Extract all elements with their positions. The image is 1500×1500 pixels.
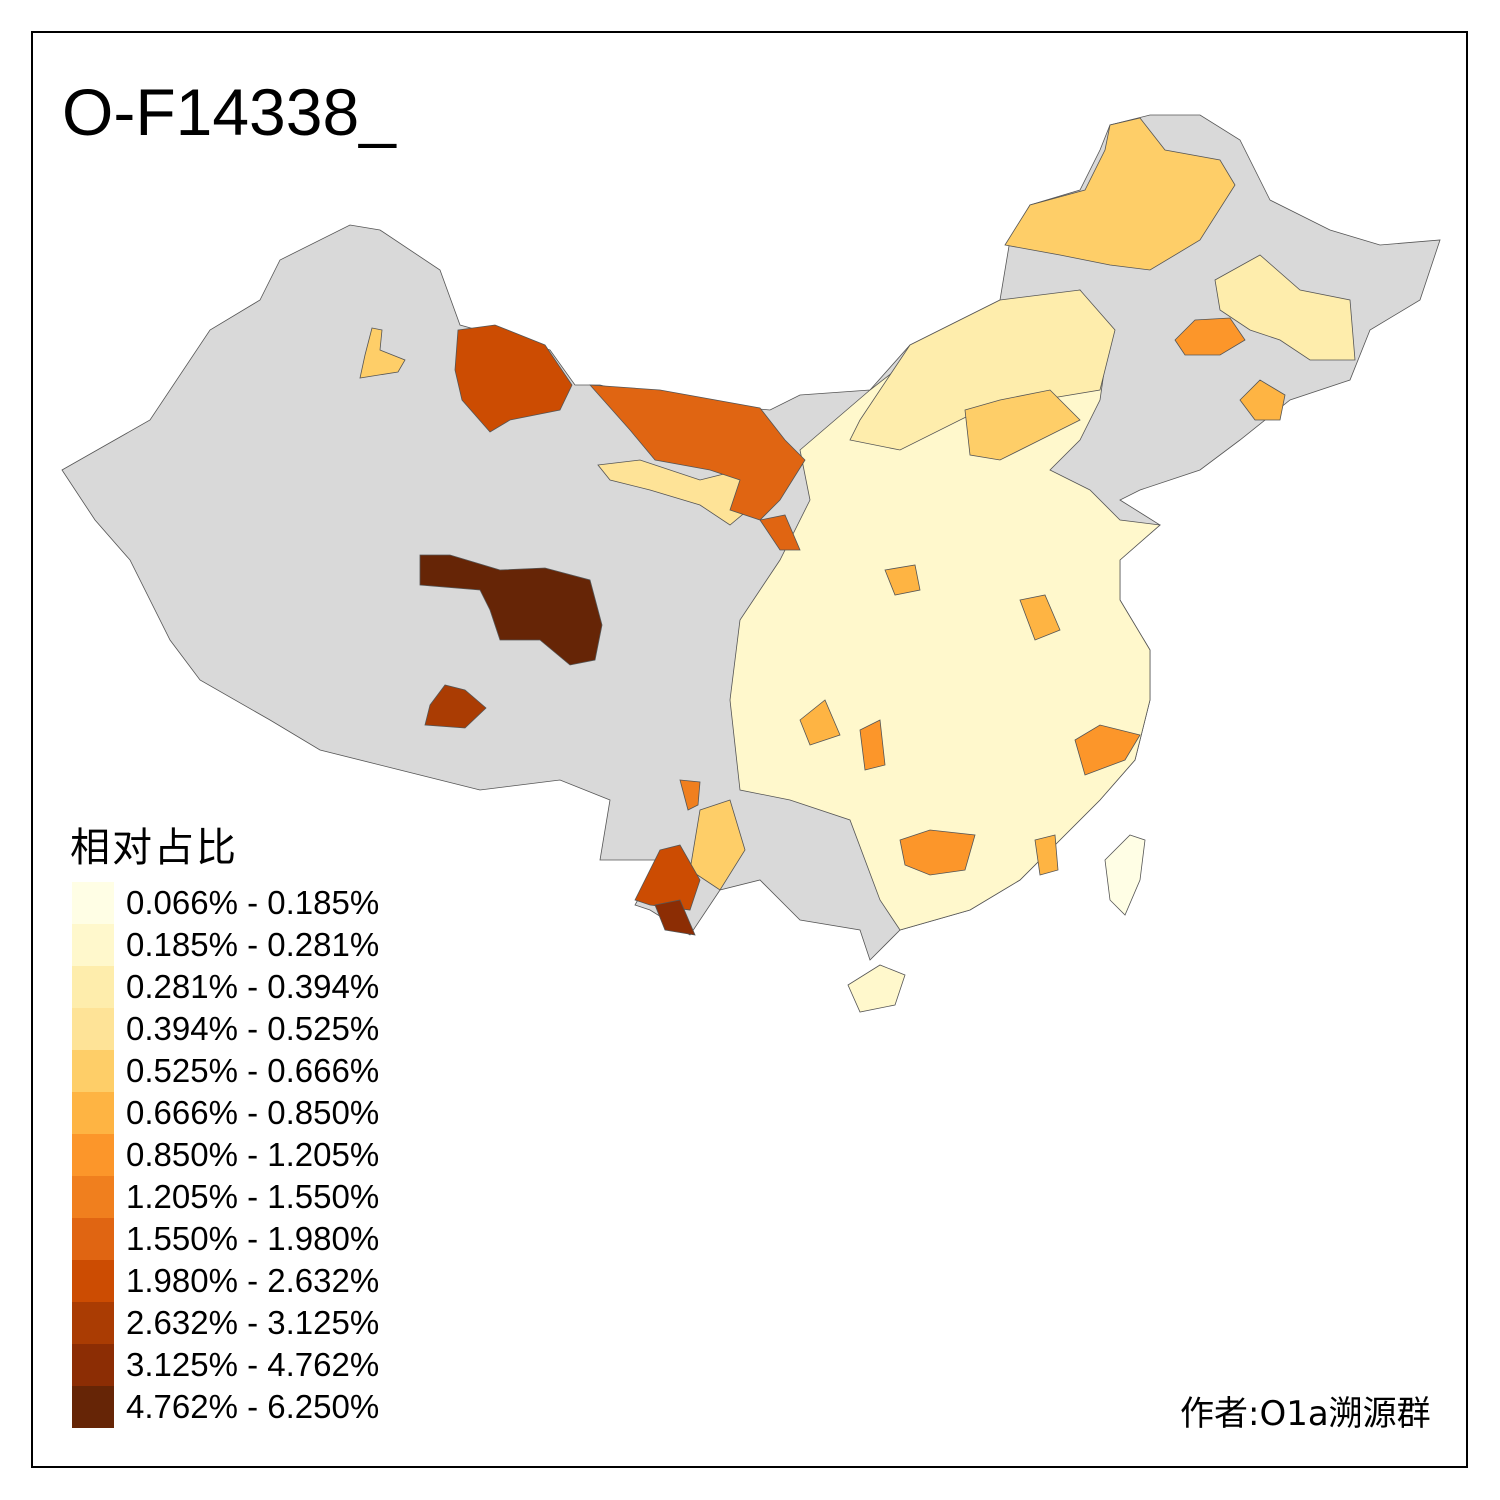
legend-swatch — [72, 1260, 114, 1302]
region-guizhou — [799, 699, 841, 746]
legend-item: 1.205% - 1.550% — [72, 1176, 379, 1218]
region-zhejiang — [1074, 724, 1141, 776]
legend-label: 1.980% - 2.632% — [126, 1262, 380, 1299]
region-xinjiang-mid — [359, 327, 406, 379]
legend-item: 4.762% - 6.250% — [72, 1386, 379, 1428]
legend-item: 0.850% - 1.205% — [72, 1134, 379, 1176]
region-yunnan-orange — [634, 844, 701, 911]
region-fujian — [1034, 834, 1059, 876]
legend-label: 0.281% - 0.394% — [126, 968, 380, 1005]
legend-label: 2.632% - 3.125% — [126, 1304, 380, 1341]
plot-border — [31, 31, 1468, 1468]
legend-item: 1.550% - 1.980% — [72, 1218, 379, 1260]
legend-title: 相对占比 — [70, 825, 238, 871]
legend: 0.066% - 0.185% 0.185% - 0.281% 0.281% - 0… — [72, 882, 379, 1428]
region-yunnan-south — [689, 799, 746, 891]
legend-swatch — [72, 1344, 114, 1386]
legend-item: 0.066% - 0.185% — [72, 882, 379, 924]
region-sichuan-orange — [679, 779, 701, 811]
region-xishuangbanna — [654, 899, 696, 936]
legend-label: 0.066% - 0.185% — [126, 884, 380, 921]
legend-swatch — [72, 1134, 114, 1176]
legend-item: 2.632% - 3.125% — [72, 1302, 379, 1344]
region-hebei — [964, 389, 1081, 461]
legend-item: 1.980% - 2.632% — [72, 1260, 379, 1302]
legend-swatch — [72, 1302, 114, 1344]
region-hainan — [847, 964, 906, 1013]
region-taiwan — [1104, 834, 1146, 916]
legend-item: 0.394% - 0.525% — [72, 1008, 379, 1050]
region-altay — [454, 324, 573, 433]
region-guangdong — [899, 829, 976, 876]
region-jilin-orange — [1174, 317, 1246, 356]
region-inner-mongolia — [849, 289, 1116, 451]
legend-swatch — [72, 966, 114, 1008]
region-outline-china — [61, 114, 1441, 961]
region-gansu-orange — [759, 514, 801, 551]
region-northeast — [1214, 254, 1356, 361]
legend-swatch — [72, 1386, 114, 1428]
legend-swatch — [72, 924, 114, 966]
region-hulunbuir — [1004, 117, 1236, 271]
legend-label: 4.762% - 6.250% — [126, 1388, 380, 1425]
author-credit: 作者:O1a溯源群 — [1180, 1394, 1431, 1434]
region-tibet-north — [419, 554, 603, 666]
region-hunan — [859, 719, 886, 771]
legend-label: 1.205% - 1.550% — [126, 1178, 380, 1215]
legend-label: 1.550% - 1.980% — [126, 1220, 380, 1257]
legend-item: 0.525% - 0.666% — [72, 1050, 379, 1092]
region-henan — [884, 564, 921, 596]
region-anhui — [1019, 594, 1061, 641]
legend-swatch — [72, 882, 114, 924]
legend-swatch — [72, 1176, 114, 1218]
legend-item: 0.281% - 0.394% — [72, 966, 379, 1008]
legend-label: 3.125% - 4.762% — [126, 1346, 380, 1383]
legend-label: 0.394% - 0.525% — [126, 1010, 380, 1047]
map-title: O-F14338_ — [62, 75, 396, 149]
legend-label: 0.185% - 0.281% — [126, 926, 380, 963]
region-liaoning-orange — [1239, 379, 1286, 421]
legend-item: 3.125% - 4.762% — [72, 1344, 379, 1386]
legend-swatch — [72, 1218, 114, 1260]
legend-swatch — [72, 1008, 114, 1050]
region-alxa — [589, 384, 806, 521]
legend-swatch — [72, 1050, 114, 1092]
legend-label: 0.666% - 0.850% — [126, 1094, 380, 1131]
legend-label: 0.850% - 1.205% — [126, 1136, 380, 1173]
legend-item: 0.666% - 0.850% — [72, 1092, 379, 1134]
region-tibet-south — [424, 684, 487, 729]
legend-item: 0.185% - 0.281% — [72, 924, 379, 966]
legend-swatch — [72, 1092, 114, 1134]
region-east-china — [729, 289, 1161, 931]
legend-label: 0.525% - 0.666% — [126, 1052, 380, 1089]
